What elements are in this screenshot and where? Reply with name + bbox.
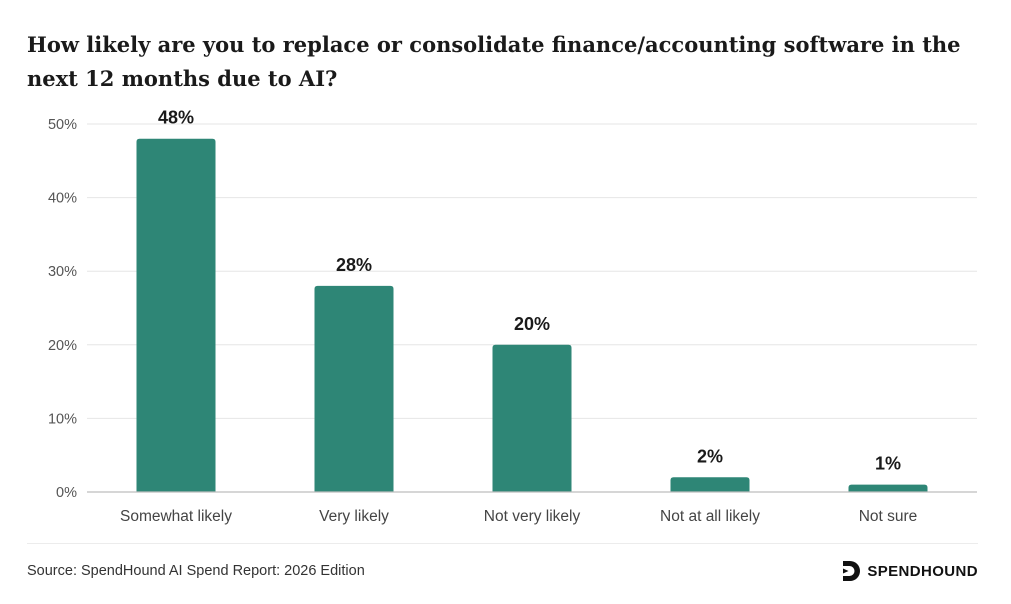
y-tick-label: 50% <box>48 117 77 133</box>
data-label: 28% <box>336 255 372 275</box>
source-note: Source: SpendHound AI Spend Report: 2026… <box>27 563 365 579</box>
x-tick-label: Very likely <box>319 508 389 525</box>
spendhound-logo-icon <box>843 561 861 581</box>
y-tick-label: 40% <box>48 191 77 207</box>
footer-divider <box>27 543 978 544</box>
data-label: 1% <box>875 454 901 474</box>
data-label: 48% <box>158 108 194 128</box>
brand-logo: SPENDHOUND <box>843 561 978 581</box>
data-label: 2% <box>697 446 723 466</box>
x-tick-label: Not at all likely <box>660 508 760 525</box>
y-tick-label: 10% <box>48 411 77 427</box>
bar <box>136 138 216 492</box>
x-tick-label: Somewhat likely <box>120 508 232 525</box>
bar <box>848 484 928 492</box>
brand-name: SPENDHOUND <box>867 562 978 580</box>
bar <box>314 285 394 492</box>
y-tick-label: 20% <box>48 338 77 354</box>
y-tick-label: 0% <box>56 485 77 501</box>
x-tick-label: Not very likely <box>484 508 581 525</box>
data-label: 20% <box>514 314 550 334</box>
x-tick-label: Not sure <box>859 508 918 525</box>
bar <box>670 477 750 492</box>
bar <box>492 344 572 492</box>
y-tick-label: 30% <box>48 264 77 280</box>
chart-title: How likely are you to replace or consoli… <box>27 32 961 91</box>
